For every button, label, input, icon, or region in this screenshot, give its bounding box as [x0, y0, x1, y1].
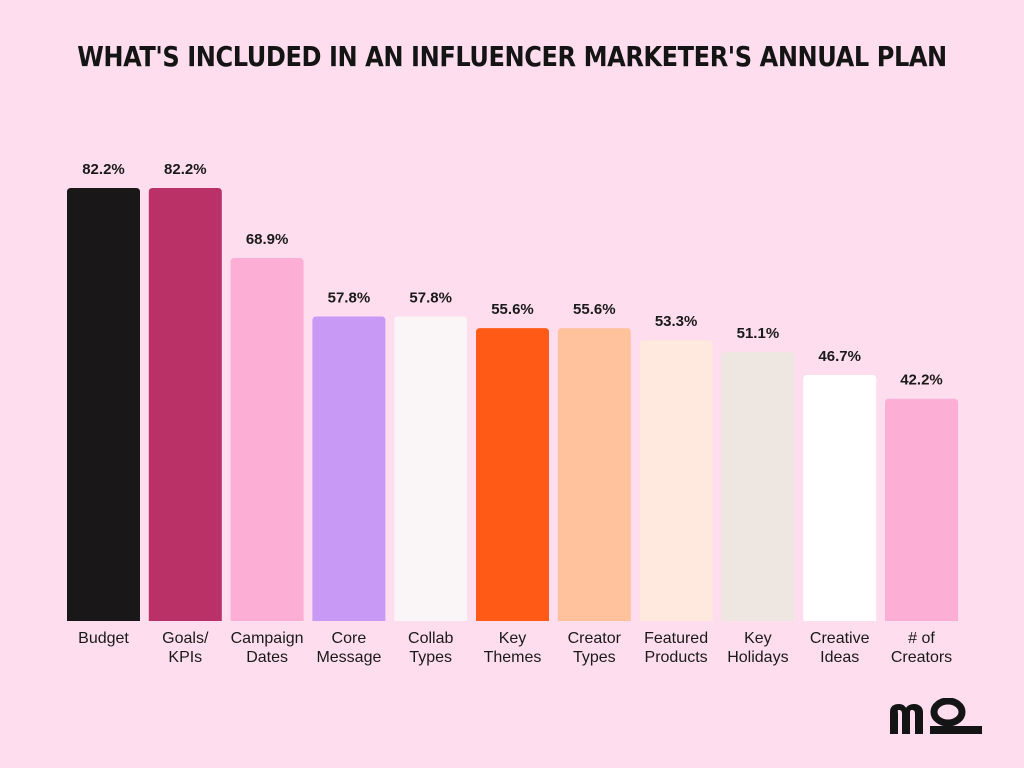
category-label-5: Key Themes: [484, 630, 542, 666]
value-label-7: 53.3%: [655, 313, 698, 330]
value-label-0: 82.2%: [82, 161, 125, 178]
category-label-4: Collab Types: [408, 630, 453, 666]
category-label-8: Key Holidays: [727, 630, 788, 666]
bar-10: [885, 399, 958, 621]
category-label-3: Core Message: [316, 630, 381, 666]
bar-8: [721, 352, 794, 621]
category-label-7: Featured Products: [644, 630, 708, 666]
value-label-2: 68.9%: [246, 231, 289, 248]
value-label-9: 46.7%: [818, 348, 861, 365]
value-label-3: 57.8%: [328, 290, 371, 307]
bar-0: [67, 188, 140, 621]
category-label-6: Creator Types: [568, 630, 622, 666]
category-label-2: Campaign Dates: [231, 630, 304, 666]
value-label-4: 57.8%: [409, 290, 452, 307]
bar-2: [231, 258, 304, 621]
bar-6: [558, 328, 631, 621]
bar-4: [394, 317, 467, 621]
category-label-10: # of Creators: [891, 630, 952, 666]
value-label-10: 42.2%: [900, 372, 943, 389]
mo-logo-icon: [888, 698, 984, 738]
value-label-8: 51.1%: [737, 325, 780, 342]
value-label-6: 55.6%: [573, 301, 616, 318]
value-label-5: 55.6%: [491, 301, 534, 318]
bar-1: [149, 188, 222, 621]
category-label-9: Creative Ideas: [810, 630, 870, 666]
value-label-1: 82.2%: [164, 161, 207, 178]
category-label-0: Budget: [78, 630, 129, 647]
bar-9: [803, 375, 876, 621]
bar-3: [312, 317, 385, 621]
bar-5: [476, 328, 549, 621]
bar-7: [640, 340, 713, 621]
category-label-1: Goals/KPIs: [162, 630, 209, 666]
